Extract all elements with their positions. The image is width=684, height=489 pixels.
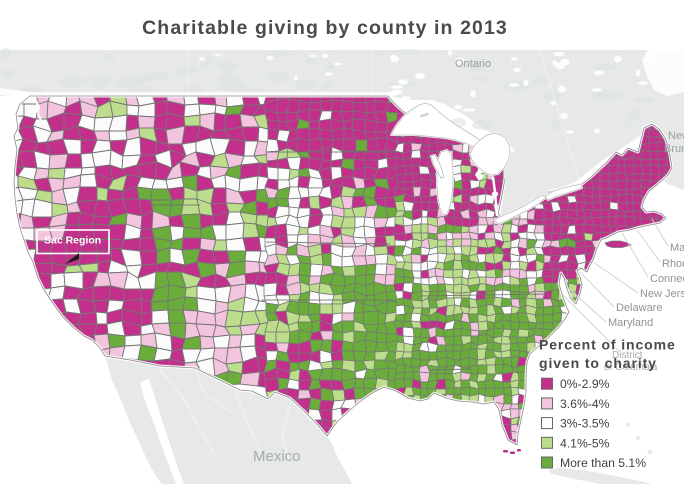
svg-text:Delaware: Delaware [616, 302, 662, 314]
svg-text:More than 5.1%: More than 5.1% [560, 456, 646, 470]
svg-text:3.6%-4%: 3.6%-4% [560, 397, 610, 411]
svg-text:Rhode Island: Rhode Island [662, 258, 684, 270]
svg-text:3%-3.5%: 3%-3.5% [560, 417, 610, 431]
svg-text:Sac Region: Sac Region [44, 235, 101, 247]
svg-text:Brunswick: Brunswick [664, 143, 684, 155]
svg-text:of Columbia: of Columbia [604, 362, 658, 373]
svg-text:Connecticut: Connecticut [650, 273, 684, 285]
svg-text:4.1%-5%: 4.1%-5% [560, 436, 610, 450]
svg-text:Percent of income: Percent of income [539, 337, 676, 353]
svg-text:0%-2.9%: 0%-2.9% [560, 377, 610, 391]
svg-text:New Jersey: New Jersey [640, 288, 684, 300]
svg-text:New: New [668, 130, 684, 142]
svg-text:given to charity: given to charity [539, 355, 657, 371]
svg-text:Charitable giving by county in: Charitable giving by county in 2013 [142, 17, 508, 39]
svg-text:District: District [612, 350, 643, 361]
svg-text:Mexico: Mexico [253, 448, 301, 465]
svg-text:Maryland: Maryland [608, 317, 653, 329]
svg-text:Ontario: Ontario [455, 58, 491, 70]
svg-text:Massachusetts: Massachusetts [670, 242, 684, 254]
